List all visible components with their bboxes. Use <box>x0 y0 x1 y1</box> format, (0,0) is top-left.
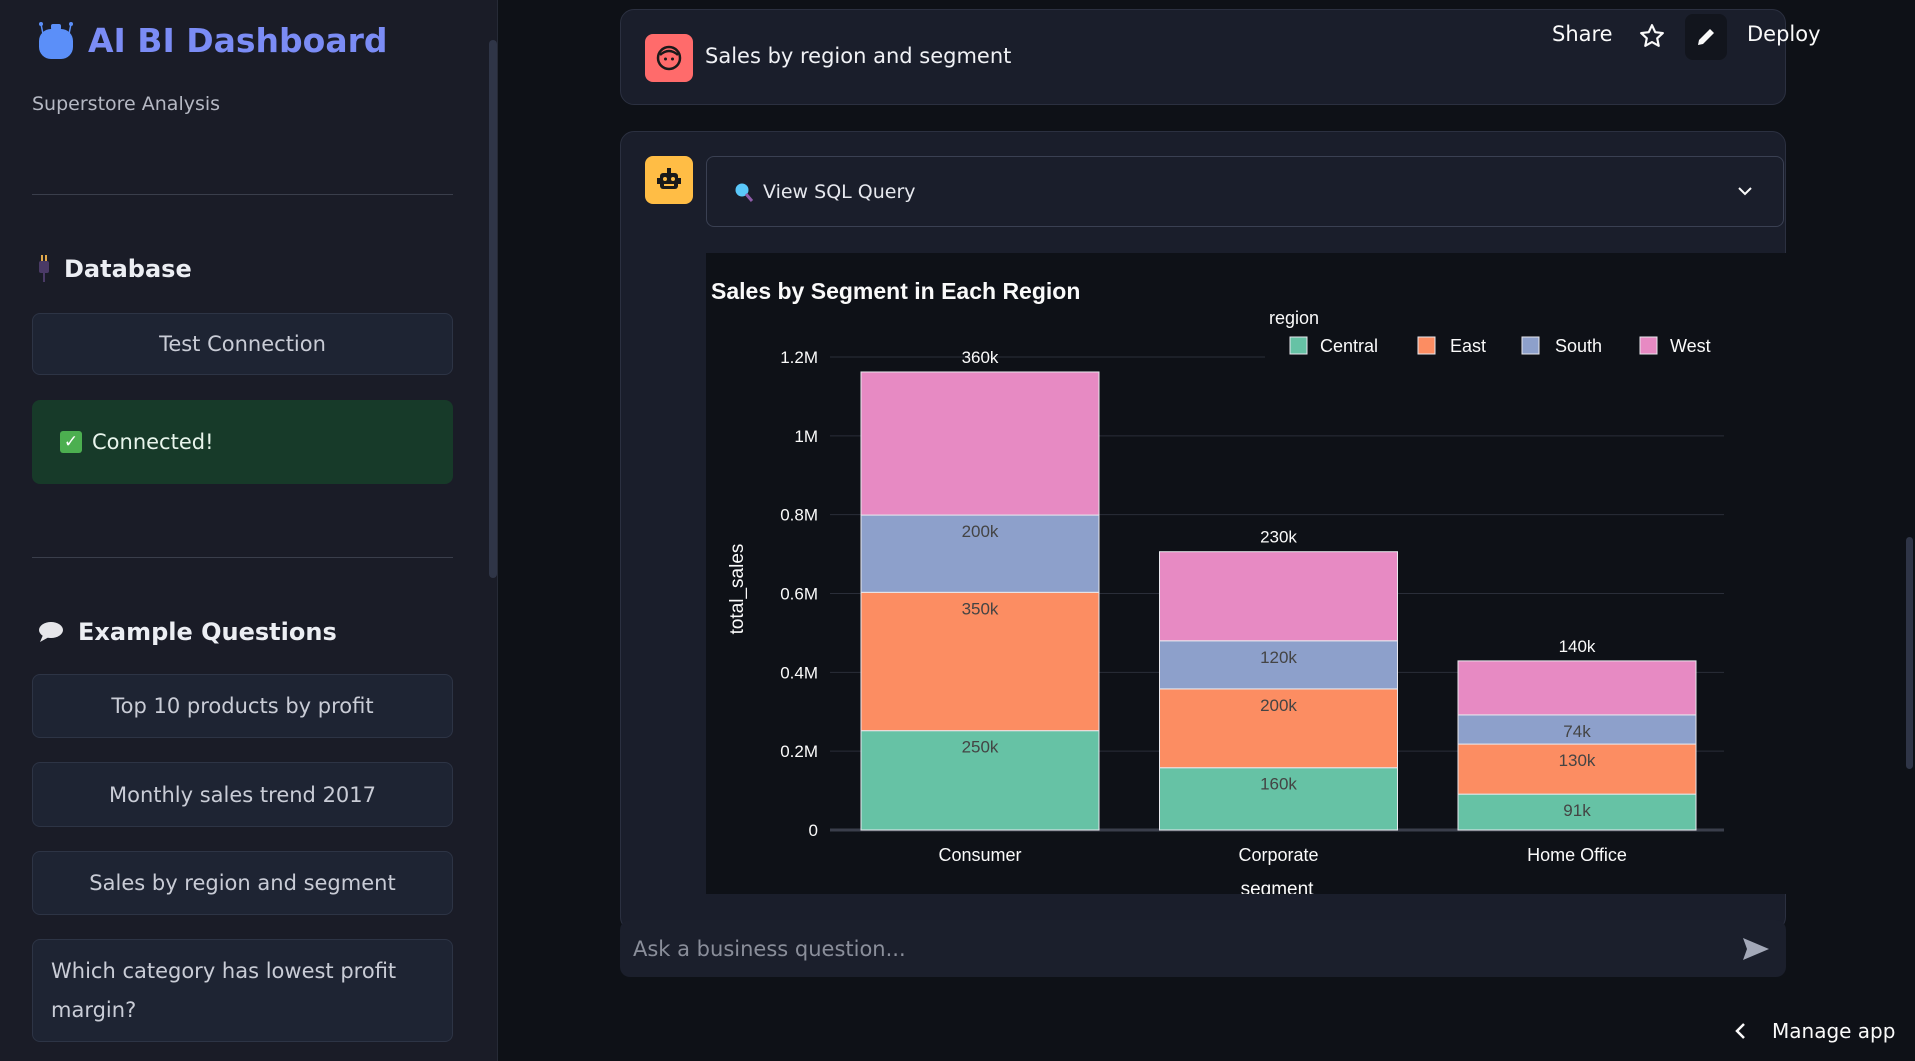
divider <box>32 557 453 558</box>
sidebar-scrollbar[interactable] <box>489 40 497 578</box>
example-question-button[interactable]: Sales by region and segment <box>32 851 453 915</box>
legend-item: West <box>1670 336 1711 356</box>
data-label: 360k <box>962 348 999 367</box>
divider <box>32 194 453 195</box>
main-scrollbar[interactable] <box>1906 537 1913 769</box>
x-tick-label: Corporate <box>1238 845 1318 865</box>
bar-segment-central <box>860 730 1100 831</box>
speech-bubble-icon <box>39 622 63 642</box>
bar-segment-south <box>1159 640 1398 690</box>
chevron-left-icon <box>1735 1023 1745 1039</box>
data-label: 130k <box>1559 751 1596 770</box>
data-label: 230k <box>1260 528 1297 547</box>
manage-app-label: Manage app <box>1772 1019 1896 1043</box>
bar-segment-east <box>1457 743 1697 795</box>
star-icon[interactable] <box>1639 23 1665 49</box>
chevron-down-icon <box>1738 187 1752 196</box>
magnifier-icon <box>735 183 754 202</box>
legend-item: Central <box>1320 336 1378 356</box>
example-question-button[interactable]: Which category has lowest profit margin? <box>32 939 453 1042</box>
assistant-avatar-icon <box>645 156 693 204</box>
robot-icon <box>39 22 73 59</box>
legend-item: East <box>1450 336 1486 356</box>
stacked-bar-chart: Sales by Segment in Each Region region s… <box>711 278 1724 894</box>
connection-status-alert: ✓ Connected! <box>32 400 453 484</box>
app-title: AI BI Dashboard <box>36 20 387 60</box>
chat-input[interactable]: Ask a business question... <box>620 920 1786 977</box>
database-heading-text: Database <box>64 255 192 283</box>
user-message-text: Sales by region and segment <box>705 44 1012 68</box>
x-tick-label: Home Office <box>1527 845 1627 865</box>
y-tick-label: 0.6M <box>780 585 818 604</box>
chart-title: Sales by Segment in Each Region <box>711 278 1080 304</box>
bar-segment-west <box>860 371 1100 516</box>
checkmark-icon: ✓ <box>60 431 82 453</box>
bar-segment-central <box>1159 767 1398 831</box>
legend-swatch-south <box>1521 336 1540 355</box>
data-label: 74k <box>1563 722 1591 741</box>
app-title-text: AI BI Dashboard <box>88 20 388 60</box>
expander-label: View SQL Query <box>763 180 916 203</box>
y-tick-label: 0 <box>809 821 818 840</box>
database-heading: Database <box>38 255 192 283</box>
data-label: 140k <box>1559 637 1596 656</box>
legend-swatch-central <box>1289 336 1308 355</box>
data-label: 250k <box>962 738 999 757</box>
bar-segment-west <box>1457 660 1697 716</box>
legend-swatch-west <box>1639 336 1658 355</box>
y-tick-label: 0.2M <box>780 742 818 761</box>
bar-segment-south <box>860 514 1100 593</box>
x-tick-label: Consumer <box>938 845 1021 865</box>
bar-segment-east <box>1159 688 1398 769</box>
y-axis-title: total_sales <box>727 544 748 635</box>
bar-segment-west <box>1159 551 1398 642</box>
user-message: Sales by region and segment <box>620 9 1786 105</box>
y-tick-label: 1M <box>794 427 818 446</box>
legend-item: South <box>1555 336 1602 356</box>
example-questions-heading-text: Example Questions <box>78 618 337 646</box>
data-label: 91k <box>1563 801 1591 820</box>
pencil-icon <box>1698 29 1714 45</box>
x-axis-title: segment <box>1241 879 1315 894</box>
data-label: 200k <box>962 522 999 541</box>
data-label: 200k <box>1260 696 1297 715</box>
bar-segment-south <box>1457 714 1697 745</box>
app-subtitle: Superstore Analysis <box>32 93 221 115</box>
user-avatar-icon <box>645 34 693 82</box>
bar-segment-central <box>1457 793 1697 831</box>
legend-title: region <box>1269 308 1319 328</box>
y-tick-label: 0.8M <box>780 506 818 525</box>
plug-icon <box>39 255 49 282</box>
example-question-button[interactable]: Top 10 products by profit <box>32 674 453 738</box>
bar-segment-east <box>860 591 1100 732</box>
connection-status-text: Connected! <box>92 430 214 454</box>
example-question-button[interactable]: Monthly sales trend 2017 <box>32 762 453 827</box>
edit-button[interactable] <box>1685 14 1727 60</box>
sql-query-expander[interactable]: View SQL Query <box>706 156 1784 227</box>
legend-swatch-east <box>1417 336 1436 355</box>
data-label: 350k <box>962 599 999 618</box>
chat-input-placeholder: Ask a business question... <box>633 936 906 961</box>
share-button[interactable]: Share <box>1552 22 1613 46</box>
data-label: 160k <box>1260 775 1297 794</box>
chart-container: Sales by Segment in Each Region region s… <box>706 253 1786 894</box>
data-label: 120k <box>1260 648 1297 667</box>
y-tick-label: 1.2M <box>780 348 818 367</box>
test-connection-button[interactable]: Test Connection <box>32 313 453 375</box>
sidebar: AI BI Dashboard Superstore Analysis Data… <box>0 0 498 1061</box>
y-tick-label: 0.4M <box>780 663 818 682</box>
send-icon[interactable] <box>1742 937 1770 961</box>
deploy-button[interactable]: Deploy <box>1747 22 1821 46</box>
example-questions-heading: Example Questions <box>38 618 337 646</box>
manage-app-button[interactable]: Manage app <box>1710 1001 1915 1061</box>
